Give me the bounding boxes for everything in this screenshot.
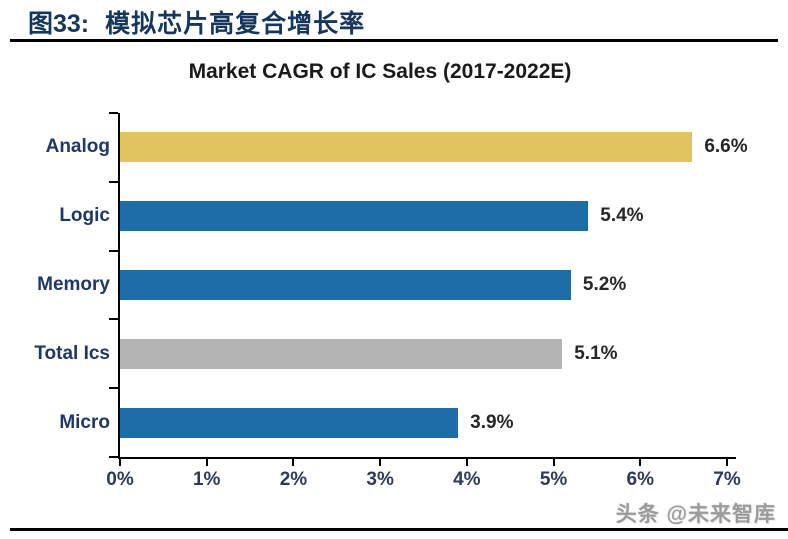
y-axis-tick	[109, 456, 118, 458]
bar	[120, 132, 693, 163]
watermark: 头条 @未来智库	[615, 503, 776, 526]
category-label: Analog	[45, 136, 110, 158]
x-axis-tick	[552, 457, 555, 466]
y-axis-tick	[109, 249, 118, 252]
value-label: 6.6%	[704, 136, 748, 158]
x-axis	[118, 457, 736, 459]
x-tick-label: 2%	[279, 469, 308, 490]
chart-title: Market CAGR of IC Sales (2017-2022E)	[188, 60, 572, 83]
y-axis-tick	[109, 112, 118, 114]
bar	[120, 270, 571, 300]
x-tick-label: 1%	[192, 469, 221, 490]
y-axis-tick	[109, 318, 118, 321]
x-tick-label: 7%	[713, 469, 741, 490]
x-axis-tick	[292, 457, 295, 466]
x-tick-label: 4%	[453, 469, 481, 490]
footer-rule	[10, 528, 788, 531]
x-tick-label: 6%	[626, 469, 655, 490]
bar	[120, 407, 459, 438]
x-tick-label: 3%	[366, 469, 394, 490]
x-axis-tick	[726, 457, 728, 466]
x-tick-label: 5%	[539, 469, 568, 490]
category-label: Logic	[59, 205, 110, 227]
value-label: 3.9%	[470, 411, 514, 433]
header-rule	[10, 39, 778, 42]
x-axis-tick	[639, 457, 642, 466]
category-label: Micro	[59, 411, 110, 433]
bar	[120, 201, 589, 232]
value-label: 5.4%	[600, 205, 644, 227]
x-axis-tick	[119, 457, 121, 466]
figure-title: 模拟芯片高复合增长率	[105, 11, 366, 38]
y-axis-tick	[109, 180, 118, 183]
figure-header: 图33: 模拟芯片高复合增长率	[28, 4, 365, 40]
value-label: 5.1%	[574, 342, 618, 364]
x-axis-tick	[205, 457, 208, 466]
y-axis	[118, 113, 120, 459]
x-axis-tick	[465, 457, 468, 466]
x-axis-tick	[379, 457, 382, 466]
x-tick-label: 0%	[106, 469, 134, 490]
category-label: Memory	[37, 274, 110, 295]
category-label: Total Ics	[34, 342, 110, 364]
bar	[120, 338, 563, 369]
y-axis-tick	[109, 387, 118, 390]
value-label: 5.2%	[582, 274, 627, 295]
figure-label: 图33:	[28, 10, 90, 38]
